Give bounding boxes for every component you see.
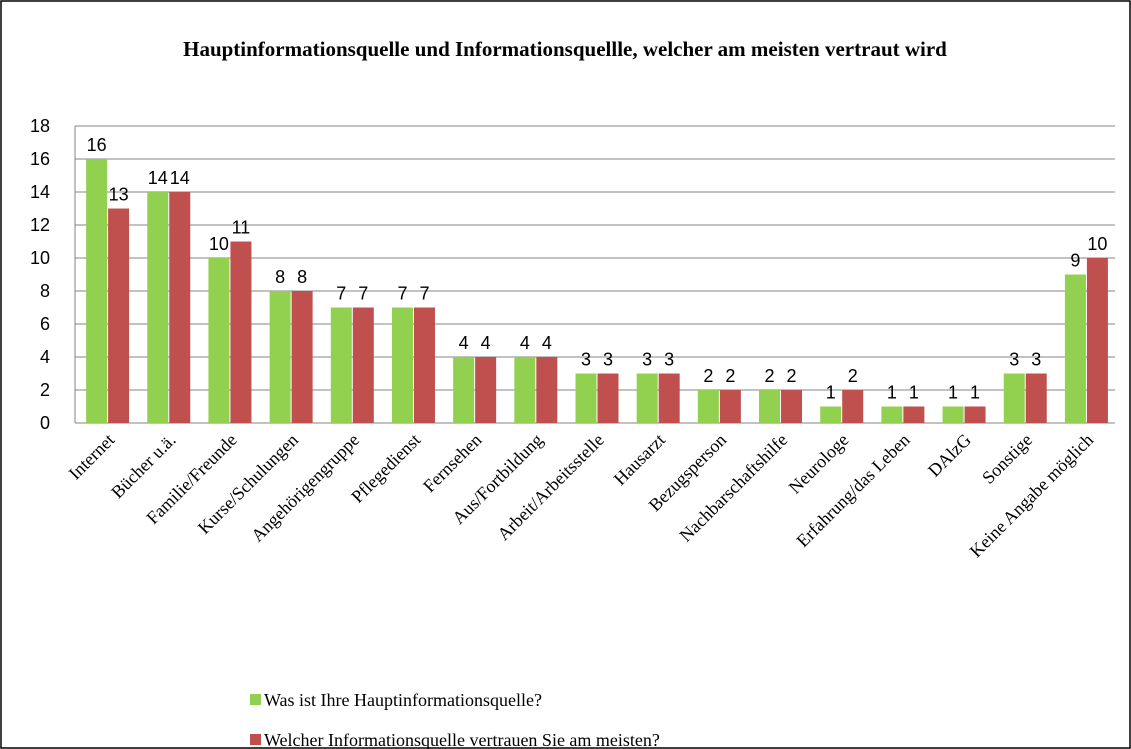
data-label: 7	[397, 284, 407, 304]
bar	[658, 373, 680, 423]
data-label: 4	[459, 333, 469, 353]
data-label: 16	[87, 135, 107, 155]
bar	[1086, 258, 1108, 423]
bar	[1064, 274, 1086, 423]
bar	[413, 307, 435, 423]
data-label: 3	[1009, 350, 1019, 370]
data-label: 7	[419, 284, 429, 304]
bar	[169, 192, 191, 423]
legend-swatch	[250, 694, 261, 705]
bar	[453, 357, 475, 423]
data-label: 2	[725, 366, 735, 386]
y-tick-label: 2	[40, 380, 50, 400]
data-label: 3	[1031, 350, 1041, 370]
bar	[719, 390, 741, 423]
bar	[514, 357, 536, 423]
data-label: 3	[581, 350, 591, 370]
y-tick-label: 8	[40, 281, 50, 301]
data-label: 4	[520, 333, 530, 353]
data-label: 11	[232, 218, 251, 238]
bar	[575, 373, 597, 423]
bar	[108, 208, 130, 423]
bar	[1003, 373, 1025, 423]
data-label: 10	[1087, 234, 1107, 254]
bar	[291, 291, 313, 423]
bar	[903, 406, 925, 423]
data-label: 2	[703, 366, 713, 386]
bar	[269, 291, 291, 423]
bar	[330, 307, 352, 423]
data-label: 3	[603, 350, 613, 370]
y-tick-label: 0	[40, 413, 50, 433]
data-label: 2	[787, 366, 797, 386]
data-label: 14	[148, 168, 168, 188]
bar	[759, 390, 781, 423]
data-label: 1	[887, 383, 897, 403]
data-label: 10	[209, 234, 229, 254]
data-label: 7	[358, 284, 368, 304]
legend-label: Welcher Informationsquelle vertrauen Sie…	[264, 730, 660, 749]
bar	[697, 390, 719, 423]
bar	[352, 307, 374, 423]
data-label: 2	[765, 366, 775, 386]
data-label: 13	[109, 185, 129, 205]
bar	[597, 373, 619, 423]
bar	[536, 357, 558, 423]
data-label: 7	[336, 284, 346, 304]
bar	[964, 406, 986, 423]
data-label: 1	[826, 383, 836, 403]
data-label: 8	[275, 267, 285, 287]
legend-swatch	[250, 734, 261, 745]
bar	[475, 357, 497, 423]
y-tick-label: 4	[40, 347, 50, 367]
data-label: 9	[1070, 251, 1080, 271]
legend-label: Was ist Ihre Hauptinformationsquelle?	[264, 690, 542, 710]
bar	[208, 258, 230, 423]
data-label: 4	[481, 333, 491, 353]
bar	[781, 390, 803, 423]
y-tick-label: 18	[30, 116, 50, 136]
data-label: 2	[848, 366, 858, 386]
data-label: 3	[664, 350, 674, 370]
data-label: 8	[297, 267, 307, 287]
y-tick-label: 12	[30, 215, 50, 235]
data-label: 14	[170, 168, 190, 188]
data-label: 1	[970, 383, 980, 403]
bar	[842, 390, 864, 423]
chart-title: Hauptinformationsquelle und Informations…	[183, 37, 947, 61]
bar	[820, 406, 842, 423]
y-tick-label: 16	[30, 149, 50, 169]
bar	[86, 159, 108, 423]
data-label: 1	[909, 383, 919, 403]
bar	[1025, 373, 1047, 423]
bar	[636, 373, 658, 423]
bar	[230, 241, 252, 423]
y-tick-label: 10	[30, 248, 50, 268]
data-label: 1	[948, 383, 958, 403]
data-label: 4	[542, 333, 552, 353]
bar	[942, 406, 964, 423]
y-tick-label: 14	[30, 182, 50, 202]
data-label: 3	[642, 350, 652, 370]
bar	[391, 307, 413, 423]
bar	[147, 192, 169, 423]
bar	[881, 406, 903, 423]
y-tick-label: 6	[40, 314, 50, 334]
